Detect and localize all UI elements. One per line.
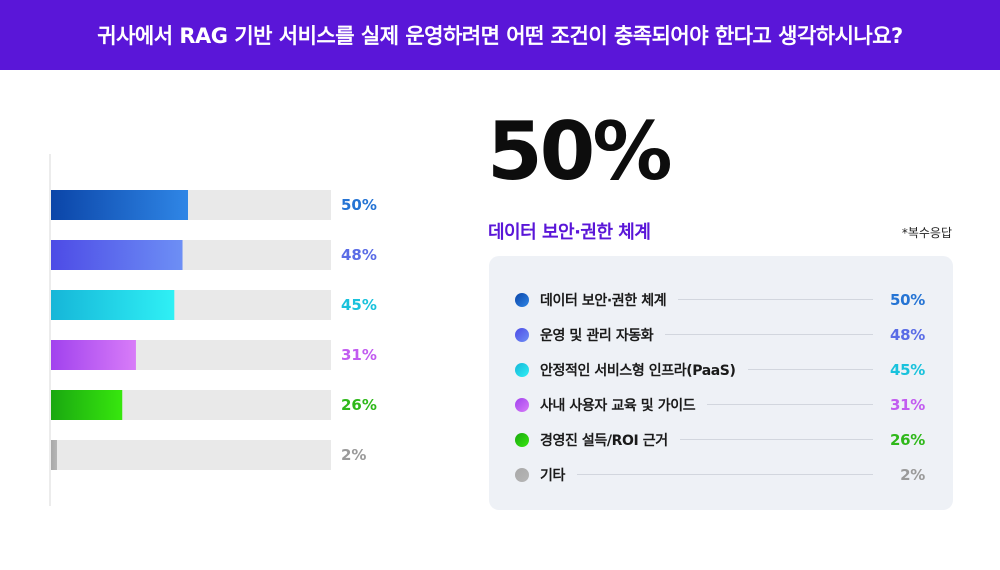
highlight-value: 50% [487,105,672,198]
bar-6 [51,440,57,470]
legend-leader-line [678,299,873,300]
legend-leader-line [665,334,873,335]
bar-1 [51,190,188,220]
highlight-label: 데이터 보안·권한 체계 [488,222,651,243]
legend-label: 운영 및 관리 자동화 [540,327,654,344]
bar-value-label: 26% [341,396,377,414]
bar-value-label: 50% [341,196,377,214]
legend-value: 31% [889,395,925,414]
legend-item: 사내 사용자 교육 및 가이드 31% [515,387,925,422]
multi-response-note: *복수응답 [901,226,952,240]
legend-dot-icon [515,362,529,377]
title-banner: 귀사에서 RAG 기반 서비스를 실제 운영하려면 어떤 조건이 충족되어야 한… [0,0,1000,70]
bar-2 [51,240,183,270]
legend-card: 데이터 보안·권한 체계 50% 운영 및 관리 자동화 48% 안정적인 서비스형 인… [489,256,953,510]
legend-value: 45% [889,360,925,379]
legend-item: 기타 2% [515,457,925,492]
legend-value: 48% [889,325,925,344]
bar-value-label: 45% [341,296,377,314]
legend-label: 기타 [540,467,565,484]
bar-value-label: 48% [341,246,377,264]
question-title: 귀사에서 RAG 기반 서비스를 실제 운영하려면 어떤 조건이 충족되어야 한… [97,24,903,48]
legend-label: 안정적인 서비스형 인프라(PaaS) [540,362,736,379]
legend-value: 50% [889,290,925,309]
legend-dot-icon [515,467,529,482]
legend-item: 경영진 설득/ROI 근거 26% [515,422,925,457]
legend-leader-line [747,369,873,370]
legend-dot-icon [515,397,529,412]
legend-dot-icon [515,432,529,447]
legend-label: 데이터 보안·권한 체계 [540,292,667,309]
legend-dot-icon [515,292,529,307]
legend-leader-line [707,404,873,405]
legend-item: 데이터 보안·권한 체계 50% [515,282,925,317]
legend-dot-icon [515,327,529,342]
legend-item: 안정적인 서비스형 인프라(PaaS) 45% [515,352,925,387]
bar-chart: 50% 48% 45% 31% 26% 2% [49,154,377,506]
bar-3 [51,290,175,320]
legend-leader-line [679,439,873,440]
legend-value: 2% [900,465,925,484]
legend-label: 경영진 설득/ROI 근거 [540,432,668,449]
bar-4 [51,340,136,370]
legend-leader-line [576,474,873,475]
legend-item: 운영 및 관리 자동화 48% [515,317,925,352]
bar-value-label: 31% [341,346,377,364]
bar-track [51,440,331,470]
bar-5 [51,390,123,420]
bar-value-label: 2% [341,446,366,464]
legend-label: 사내 사용자 교육 및 가이드 [540,397,696,414]
legend-value: 26% [889,430,925,449]
